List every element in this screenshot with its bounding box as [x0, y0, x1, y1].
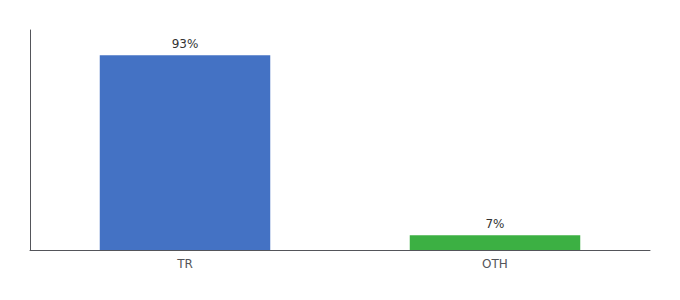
- svg-text:OTH: OTH: [482, 257, 508, 271]
- svg-text:93%: 93%: [172, 37, 199, 51]
- svg-text:7%: 7%: [485, 217, 504, 231]
- svg-text:TR: TR: [176, 257, 193, 271]
